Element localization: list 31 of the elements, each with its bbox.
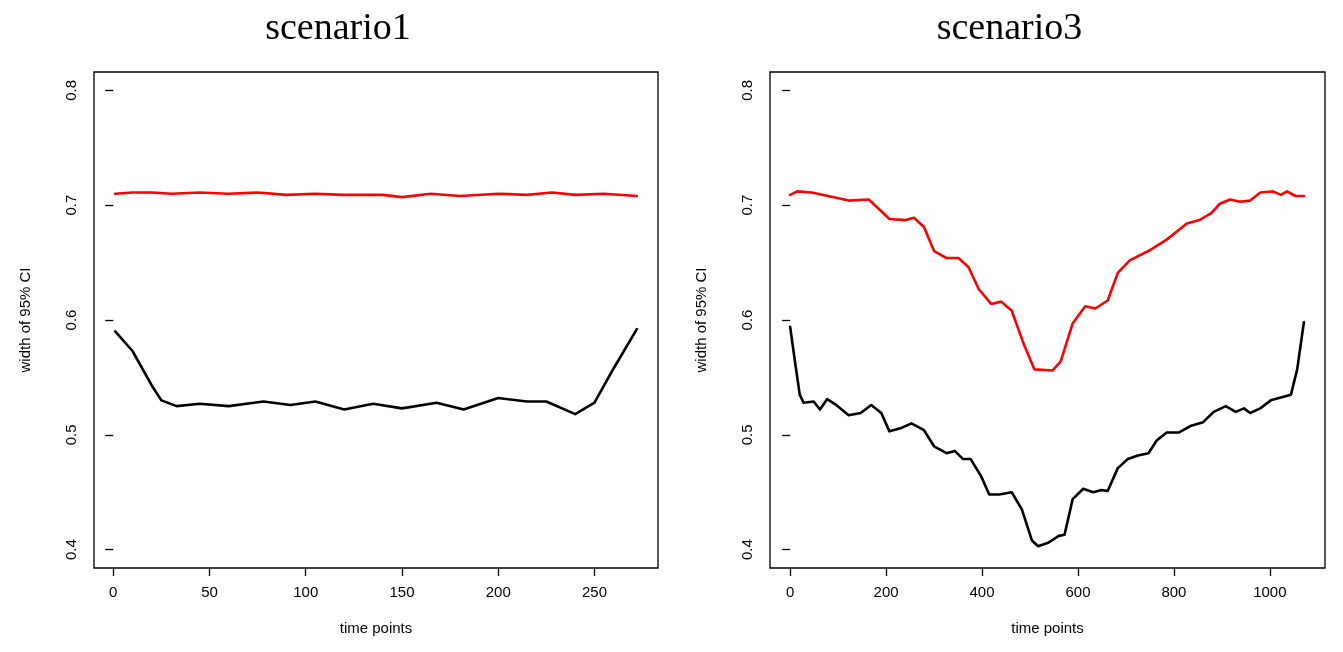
y-axis-title: width of 95% CI — [16, 267, 33, 374]
y-tick-label: 0.5 — [62, 424, 79, 446]
y-tick-label: 0.4 — [738, 539, 755, 561]
y-tick-label: 0.8 — [738, 79, 755, 101]
chart-title: scenario1 — [265, 5, 411, 47]
x-tick-label: 400 — [969, 583, 995, 600]
x-tick-label: 1000 — [1253, 583, 1287, 600]
x-tick-label: 600 — [1065, 583, 1091, 600]
x-axis-title: time points — [1011, 619, 1084, 636]
line-series — [788, 190, 1306, 372]
x-tick-label: 0 — [785, 583, 795, 600]
x-tick-label: 250 — [581, 583, 607, 600]
y-tick-label: 0.5 — [738, 424, 755, 446]
y-tick-label: 0.4 — [62, 539, 79, 561]
y-tick-label: 0.6 — [62, 309, 79, 331]
x-axis-title: time points — [339, 619, 413, 636]
x-tick-label: 0 — [109, 583, 118, 600]
line-series — [113, 327, 639, 416]
y-tick-label: 0.8 — [62, 79, 79, 101]
x-tick-label: 200 — [485, 583, 511, 600]
y-axis-title: width of 95% CI — [692, 267, 709, 374]
x-tick-label: 200 — [873, 583, 899, 600]
y-tick-label: 0.7 — [738, 194, 755, 216]
x-tick-label: 150 — [389, 583, 415, 600]
y-tick-label: 0.6 — [738, 309, 755, 331]
x-tick-label: 50 — [201, 583, 218, 600]
x-tick-label: 100 — [293, 583, 319, 600]
line-series — [788, 321, 1306, 548]
chart-title: scenario3 — [936, 5, 1083, 47]
y-tick-label: 0.7 — [62, 194, 79, 216]
x-tick-label: 800 — [1161, 583, 1187, 600]
